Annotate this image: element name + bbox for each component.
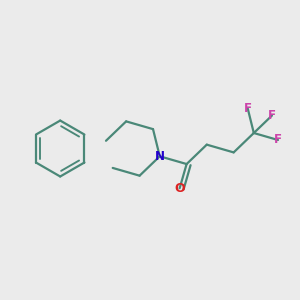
Text: O: O bbox=[174, 182, 185, 195]
Text: F: F bbox=[244, 102, 252, 115]
Text: F: F bbox=[274, 134, 282, 146]
Text: N: N bbox=[155, 150, 165, 163]
Text: F: F bbox=[268, 109, 276, 122]
